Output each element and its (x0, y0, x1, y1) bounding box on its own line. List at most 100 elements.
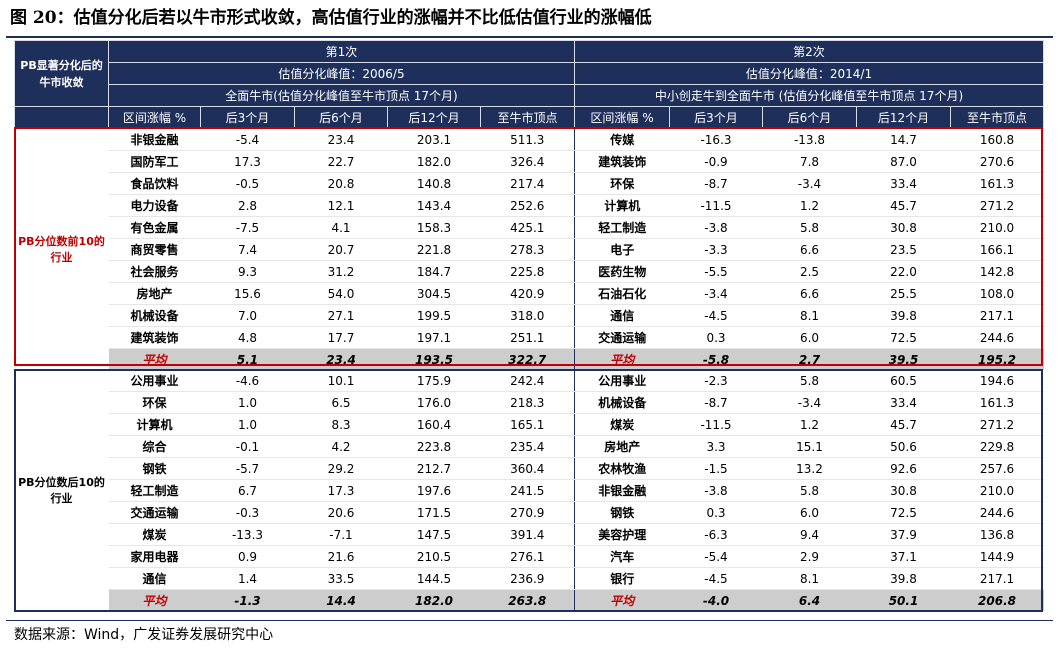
value-cell: 7.4 (200, 238, 295, 261)
value-cell: 166.1 (950, 238, 1044, 261)
value-cell: 25.5 (856, 282, 951, 305)
value-cell: 0.9 (200, 545, 295, 568)
value-cell: 326.4 (480, 150, 575, 173)
value-cell: 229.8 (950, 435, 1044, 458)
value-cell: 270.9 (480, 501, 575, 524)
column-header: 至牛市顶点 (950, 106, 1044, 129)
value-cell: 37.9 (856, 523, 951, 546)
value-cell: -3.8 (669, 216, 763, 239)
value-cell: 9.4 (762, 523, 857, 546)
value-cell: 17.7 (294, 326, 388, 349)
value-cell: 6.5 (294, 391, 388, 414)
value-cell: -5.7 (200, 457, 295, 480)
industry-name: 国防军工 (108, 150, 201, 173)
value-cell: 6.0 (762, 326, 857, 349)
group-label: PB分位数后10的行业 (18, 475, 105, 505)
industry-name: 商贸零售 (108, 238, 201, 261)
value-cell: 5.8 (762, 370, 857, 392)
column-header: 区间涨幅 % (108, 106, 201, 129)
value-cell: -4.5 (669, 304, 763, 327)
value-cell: -7.5 (200, 216, 295, 239)
value-cell: 271.2 (950, 413, 1044, 436)
table-row: 有色金属 -7.5 4.1 158.3 425.1 轻工制造 -3.8 5.8 30.8 210.… (15, 216, 1044, 239)
value-cell: 8.1 (762, 304, 857, 327)
value-cell: 15.6 (200, 282, 295, 305)
industry-name: 综合 (108, 435, 201, 458)
value-cell: 3.3 (669, 435, 763, 458)
industry-name: 家用电器 (108, 545, 201, 568)
column-header: 后6个月 (294, 106, 388, 129)
column-header: 后3个月 (200, 106, 295, 129)
value-cell: -16.3 (669, 128, 763, 151)
value-cell: -13.8 (762, 128, 857, 151)
source-note: 数据来源：Wind，广发证券发展研究中心 (14, 627, 274, 643)
industry-name: 电力设备 (108, 194, 201, 217)
value-cell: 4.2 (294, 435, 388, 458)
value-cell: 0.3 (669, 326, 763, 349)
table-row: 通信 1.4 33.5 144.5 236.9 银行 -4.5 8.1 39.8 217.1 (15, 567, 1044, 590)
table-row: PB分位数前10的行业 非银金融 -5.4 23.4 203.1 511.3 传媒 -16.3… (15, 128, 1044, 264)
value-cell: 72.5 (856, 326, 951, 349)
value-cell: -0.5 (200, 172, 295, 195)
value-cell: -8.7 (669, 391, 763, 414)
average-value: 195.2 (950, 348, 1044, 370)
value-cell: 276.1 (480, 545, 575, 568)
table-row: 机械设备 7.0 27.1 199.5 318.0 通信 -4.5 8.1 39.8 217.1 (15, 304, 1044, 327)
industry-name: 环保 (108, 391, 201, 414)
value-cell: 182.0 (387, 150, 481, 173)
value-cell: -4.5 (669, 567, 763, 590)
value-cell: 210.5 (387, 545, 481, 568)
table-row: 电力设备 2.8 12.1 143.4 252.6 计算机 -11.5 1.2 45.7 271.… (15, 194, 1044, 217)
average-value: 206.8 (950, 589, 1044, 611)
value-cell: 5.8 (762, 479, 857, 502)
value-cell: 197.6 (387, 479, 481, 502)
value-cell: 1.2 (762, 413, 857, 436)
value-cell: 6.7 (200, 479, 295, 502)
column-header: 后6个月 (762, 106, 857, 129)
value-cell: 144.9 (950, 545, 1044, 568)
value-cell: 251.1 (480, 326, 575, 349)
value-cell: 194.6 (950, 370, 1044, 392)
average-value: -1.3 (200, 589, 295, 611)
industry-name: 轻工制造 (108, 479, 201, 502)
column-header: 后3个月 (669, 106, 763, 129)
table-row: 家用电器 0.9 21.6 210.5 276.1 汽车 -5.4 2.9 37.1 144.9 (15, 545, 1044, 568)
average-row: 平均 5.1 23.4 193.5 322.7 平均 -5.8 2.7 39.5 195.2 (15, 348, 1044, 370)
industry-name: 机械设备 (574, 391, 670, 414)
average-value: 5.1 (200, 348, 295, 370)
industry-name: 房地产 (108, 282, 201, 305)
industry-name: 汽车 (574, 545, 670, 568)
value-cell: 29.2 (294, 457, 388, 480)
value-cell: 2.9 (762, 545, 857, 568)
value-cell: 212.7 (387, 457, 481, 480)
average-value: 50.1 (856, 589, 951, 611)
value-cell: 225.8 (480, 260, 575, 283)
industry-name: 机械设备 (108, 304, 201, 327)
average-value: 182.0 (387, 589, 481, 611)
table-corner-label: PB显著分化后的牛市收敛 (14, 40, 109, 107)
title-divider (6, 36, 1053, 38)
value-cell: 203.1 (387, 128, 481, 151)
average-value: 193.5 (387, 348, 481, 370)
table-row: 计算机 1.0 8.3 160.4 165.1 煤炭 -11.5 1.2 45.7 271.2 (15, 413, 1044, 436)
industry-name: 煤炭 (574, 413, 670, 436)
value-cell: 184.7 (387, 260, 481, 283)
period-2-peak: 估值分化峰值：2014/1 (574, 62, 1044, 85)
value-cell: 4.8 (200, 326, 295, 349)
value-cell: 23.4 (294, 128, 388, 151)
column-header: 后12个月 (856, 106, 951, 129)
value-cell: 278.3 (480, 238, 575, 261)
value-cell: 0.3 (669, 501, 763, 524)
industry-name: 交通运输 (574, 326, 670, 349)
value-cell: 6.6 (762, 238, 857, 261)
value-cell: 21.6 (294, 545, 388, 568)
value-cell: 217.1 (950, 567, 1044, 590)
table-row: 轻工制造 6.7 17.3 197.6 241.5 非银金融 -3.8 5.8 30.8 210.… (15, 479, 1044, 502)
value-cell: -13.3 (200, 523, 295, 546)
average-row: 平均 -1.3 14.4 182.0 263.8 平均 -4.0 6.4 50.1 206.8 (15, 589, 1044, 611)
figure-title: 图 20：估值分化后若以牛市形式收敛，高估值行业的涨幅并不比低估值行业的涨幅低 (10, 8, 652, 28)
value-cell: -1.5 (669, 457, 763, 480)
value-cell: 175.9 (387, 370, 481, 392)
value-cell: 8.1 (762, 567, 857, 590)
value-cell: 27.1 (294, 304, 388, 327)
